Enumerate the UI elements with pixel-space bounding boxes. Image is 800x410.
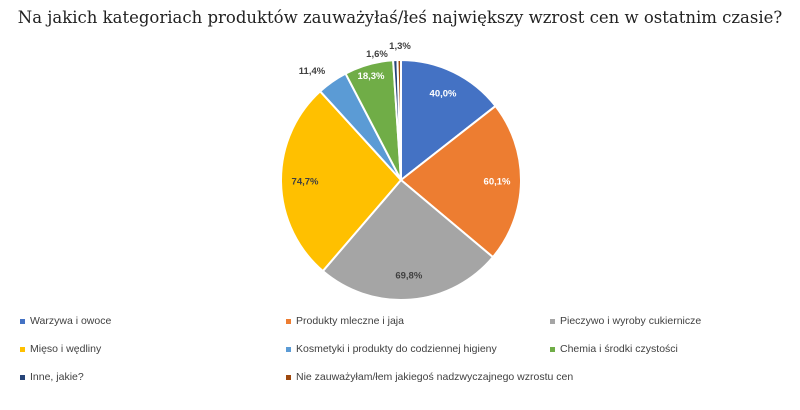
chart-legend: Warzywa i owoce Produkty mleczne i jaja … <box>20 314 780 384</box>
pie-slice <box>396 58 402 181</box>
legend-item-chemia: Chemia i środki czystości <box>550 342 780 356</box>
legend-swatch <box>550 346 555 352</box>
legend-item-brak-wzrostu: Nie zauważyłam/łem jakiegoś nadzwyczajne… <box>286 370 573 384</box>
pie-slice <box>400 58 497 183</box>
data-label: 1,6% <box>366 49 388 60</box>
legend-item-inne: Inne, jakie? <box>20 370 286 384</box>
legend-item-kosmetyki: Kosmetyki i produkty do codziennej higie… <box>286 342 550 356</box>
data-label: 40,0% <box>430 89 457 100</box>
legend-label: Nie zauważyłam/łem jakiegoś nadzwyczajne… <box>296 371 574 383</box>
legend-label: Warzywa i owoce <box>30 315 112 327</box>
legend-label: Kosmetyki i produkty do codziennej higie… <box>296 343 497 355</box>
data-label: 69,8% <box>395 271 422 282</box>
legend-swatch <box>20 346 25 352</box>
legend-label: Mięso i wędliny <box>30 343 102 355</box>
legend-swatch <box>286 374 291 380</box>
legend-swatch <box>550 318 555 324</box>
legend-item-nabial: Produkty mleczne i jaja <box>286 314 550 328</box>
legend-label: Pieczywo i wyroby cukiernicze <box>560 315 702 327</box>
legend-label: Chemia i środki czystości <box>560 343 678 355</box>
chart-title: Na jakich kategoriach produktów zauważył… <box>17 8 783 27</box>
data-label: 11,4% <box>299 66 326 77</box>
data-label: 74,7% <box>292 176 319 187</box>
legend-swatch <box>20 318 25 324</box>
legend-swatch <box>286 318 291 324</box>
data-label: 1,3% <box>389 41 411 52</box>
legend-item-pieczywo: Pieczywo i wyroby cukiernicze <box>550 314 780 328</box>
legend-swatch <box>286 346 291 352</box>
legend-item-warzywa: Warzywa i owoce <box>20 314 286 328</box>
legend-label: Inne, jakie? <box>30 371 84 383</box>
legend-label: Produkty mleczne i jaja <box>296 315 404 327</box>
data-label: 60,1% <box>484 177 511 188</box>
legend-swatch <box>20 374 25 380</box>
pie-slice <box>280 89 403 273</box>
pie-slice <box>399 104 522 259</box>
data-label: 18,3% <box>358 71 385 82</box>
pie-slice <box>321 178 495 301</box>
legend-item-mieso: Mięso i wędliny <box>20 342 286 356</box>
